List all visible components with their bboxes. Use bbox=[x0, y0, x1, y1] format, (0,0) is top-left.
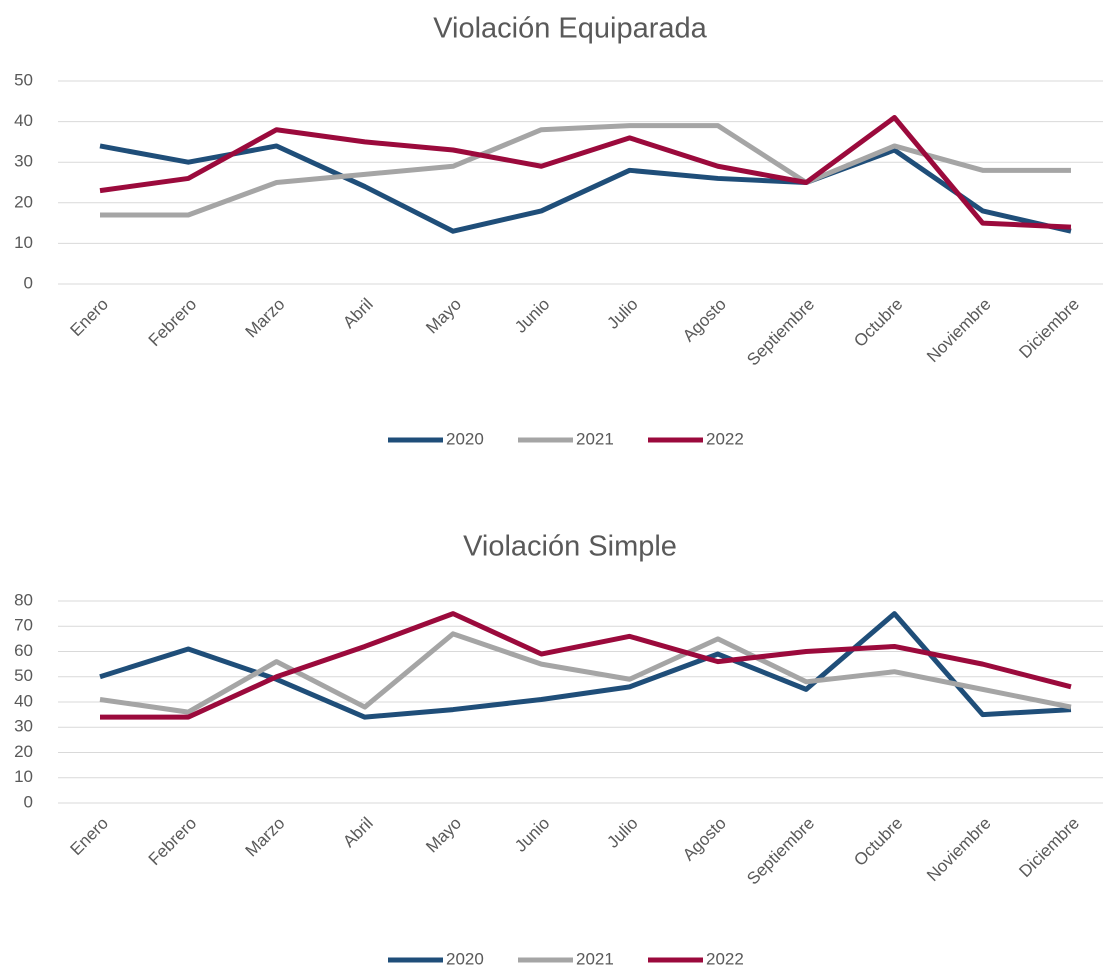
x-tick-label: Abril bbox=[339, 814, 376, 851]
y-tick-label: 50 bbox=[14, 70, 33, 89]
x-tick-label: Junio bbox=[511, 295, 553, 337]
legend-label: 2021 bbox=[576, 429, 614, 448]
x-tick-label: Abril bbox=[339, 295, 376, 332]
line-series bbox=[100, 611, 1072, 720]
y-tick-label: 40 bbox=[14, 111, 33, 130]
legend-label: 2022 bbox=[706, 949, 744, 968]
x-tick-label: Noviembre bbox=[923, 814, 995, 886]
x-tick-label: Diciembre bbox=[1015, 295, 1083, 363]
x-tick-label: Enero bbox=[66, 814, 112, 860]
x-tick-label: Octubre bbox=[850, 814, 906, 870]
line-series bbox=[99, 631, 1072, 715]
x-tick-label: Febrero bbox=[145, 814, 201, 870]
legend-label: 2020 bbox=[446, 949, 484, 968]
x-tick-label: Agosto bbox=[679, 295, 730, 346]
chart-title: Violación Simple bbox=[463, 531, 677, 563]
x-tick-label: Mayo bbox=[422, 814, 465, 857]
chart-title: Violación Equiparada bbox=[433, 13, 707, 45]
x-tick-label: Octubre bbox=[850, 295, 906, 351]
y-tick-label: 50 bbox=[14, 666, 33, 685]
x-tick-label: Julio bbox=[603, 295, 641, 333]
y-tick-label: 80 bbox=[14, 590, 33, 609]
y-tick-label: 0 bbox=[24, 273, 33, 292]
y-tick-label: 0 bbox=[24, 792, 33, 811]
x-tick-label: Enero bbox=[66, 295, 112, 341]
x-tick-label: Mayo bbox=[422, 295, 465, 338]
y-tick-label: 30 bbox=[14, 152, 33, 171]
x-tick-label: Junio bbox=[511, 814, 553, 856]
x-tick-label: Septiembre bbox=[743, 295, 818, 370]
line-series bbox=[99, 143, 1072, 234]
y-tick-label: 70 bbox=[14, 616, 33, 635]
legend-label: 2021 bbox=[576, 949, 614, 968]
y-tick-label: 20 bbox=[14, 742, 33, 761]
line-series bbox=[99, 115, 1072, 230]
legend-label: 2022 bbox=[706, 429, 744, 448]
y-tick-label: 20 bbox=[14, 192, 33, 211]
y-tick-label: 30 bbox=[14, 717, 33, 736]
x-tick-label: Marzo bbox=[242, 295, 289, 342]
x-tick-label: Julio bbox=[603, 814, 641, 852]
y-tick-label: 40 bbox=[14, 691, 33, 710]
y-tick-label: 10 bbox=[14, 233, 33, 252]
x-tick-label: Diciembre bbox=[1015, 814, 1083, 882]
x-tick-label: Agosto bbox=[679, 814, 730, 865]
y-tick-label: 10 bbox=[14, 767, 33, 786]
x-tick-label: Febrero bbox=[145, 295, 201, 351]
legend-label: 2020 bbox=[446, 429, 484, 448]
line-series bbox=[99, 611, 1072, 720]
x-tick-label: Noviembre bbox=[923, 295, 995, 367]
line-series bbox=[100, 123, 1071, 218]
x-tick-label: Septiembre bbox=[743, 814, 818, 889]
x-tick-label: Marzo bbox=[242, 814, 289, 861]
y-tick-label: 60 bbox=[14, 641, 33, 660]
